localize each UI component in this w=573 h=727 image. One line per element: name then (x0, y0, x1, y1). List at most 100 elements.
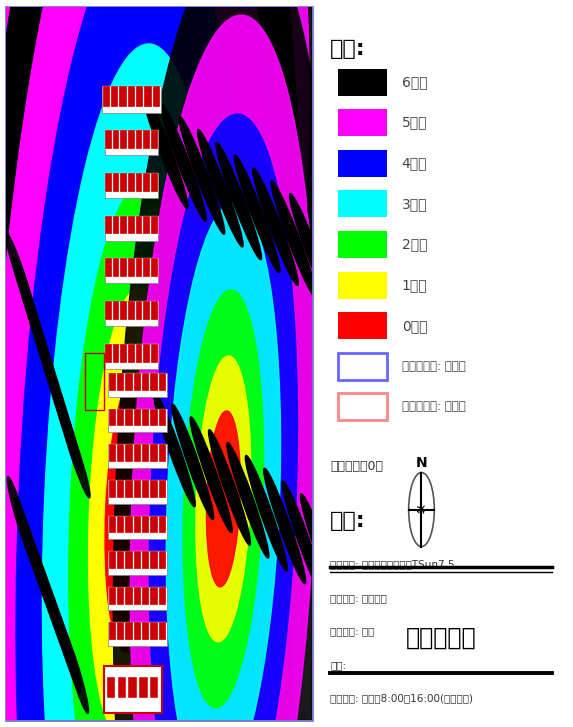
Bar (144, 87, 152, 107)
Bar (117, 444, 124, 462)
Bar (112, 258, 119, 277)
FancyBboxPatch shape (337, 150, 387, 177)
Bar (112, 216, 119, 234)
Bar (151, 301, 158, 320)
Bar (108, 622, 167, 646)
Bar (117, 677, 126, 699)
Text: 说明:: 说明: (331, 511, 366, 531)
Bar (108, 444, 167, 468)
Ellipse shape (72, 0, 166, 441)
Bar (150, 480, 158, 498)
Bar (117, 622, 124, 640)
Ellipse shape (234, 155, 280, 273)
FancyBboxPatch shape (337, 109, 387, 136)
Ellipse shape (0, 0, 276, 727)
Ellipse shape (154, 0, 274, 480)
Bar (107, 677, 116, 699)
Ellipse shape (29, 308, 60, 398)
Text: 建筑底标高0米: 建筑底标高0米 (331, 459, 383, 473)
Text: 城市名称: 南昌: 城市名称: 南昌 (331, 627, 375, 636)
Bar (108, 587, 167, 611)
Bar (142, 373, 150, 391)
Bar (143, 173, 150, 192)
Ellipse shape (89, 287, 174, 727)
Ellipse shape (119, 0, 309, 648)
Bar (159, 587, 166, 605)
Bar (105, 173, 112, 192)
Ellipse shape (264, 468, 305, 584)
Ellipse shape (300, 494, 343, 609)
Bar (120, 301, 127, 320)
Ellipse shape (160, 104, 206, 221)
Bar (136, 130, 142, 149)
Bar (128, 87, 135, 107)
Bar (109, 622, 116, 640)
FancyBboxPatch shape (337, 190, 387, 217)
Ellipse shape (166, 202, 281, 727)
Ellipse shape (150, 114, 297, 727)
Ellipse shape (253, 168, 299, 286)
Text: 日照标准日: 冬至日: 日照标准日: 冬至日 (402, 401, 465, 414)
Bar (103, 87, 160, 113)
Bar (125, 409, 133, 427)
Ellipse shape (195, 103, 233, 281)
Bar (151, 258, 158, 277)
Bar (150, 373, 158, 391)
Bar (125, 551, 133, 569)
Ellipse shape (271, 181, 317, 298)
Bar (109, 480, 116, 498)
Bar (104, 666, 162, 712)
Ellipse shape (45, 584, 73, 670)
Bar (125, 622, 133, 640)
Bar (108, 480, 167, 504)
Ellipse shape (13, 257, 44, 348)
Bar (128, 677, 137, 699)
Ellipse shape (105, 374, 158, 652)
Text: 分析软件: 天正日照分析软件TSun7.5: 分析软件: 天正日照分析软件TSun7.5 (331, 560, 455, 569)
Ellipse shape (15, 498, 42, 585)
Bar (136, 301, 142, 320)
Bar (142, 409, 150, 427)
Ellipse shape (172, 404, 214, 520)
Ellipse shape (289, 193, 335, 311)
Bar (108, 551, 167, 575)
Bar (136, 258, 142, 277)
Bar (109, 373, 116, 391)
Bar (142, 622, 150, 640)
Ellipse shape (113, 0, 333, 727)
Bar (109, 515, 116, 534)
Bar (109, 444, 116, 462)
Bar (143, 216, 150, 234)
Ellipse shape (171, 0, 257, 401)
Bar (150, 587, 158, 605)
Bar (120, 173, 127, 192)
Text: 5小时: 5小时 (402, 116, 427, 129)
Bar (134, 373, 141, 391)
Bar (105, 173, 158, 198)
Ellipse shape (142, 91, 188, 209)
Bar (103, 87, 110, 107)
Bar (142, 480, 150, 498)
Bar (152, 87, 160, 107)
Ellipse shape (38, 562, 65, 649)
Text: 2小时: 2小时 (402, 238, 427, 252)
Bar (125, 587, 133, 605)
Ellipse shape (16, 0, 247, 727)
Bar (109, 551, 116, 569)
Bar (134, 551, 141, 569)
Bar (125, 480, 133, 498)
Bar (150, 677, 158, 699)
Bar (128, 216, 135, 234)
Bar (143, 258, 150, 277)
Bar (134, 444, 141, 462)
FancyBboxPatch shape (337, 312, 387, 340)
Bar (134, 622, 141, 640)
FancyBboxPatch shape (337, 393, 387, 420)
Bar (125, 444, 133, 462)
Bar (142, 587, 150, 605)
Bar (143, 130, 150, 149)
Ellipse shape (22, 520, 50, 606)
Ellipse shape (245, 455, 287, 571)
Bar (139, 677, 148, 699)
Bar (119, 87, 127, 107)
